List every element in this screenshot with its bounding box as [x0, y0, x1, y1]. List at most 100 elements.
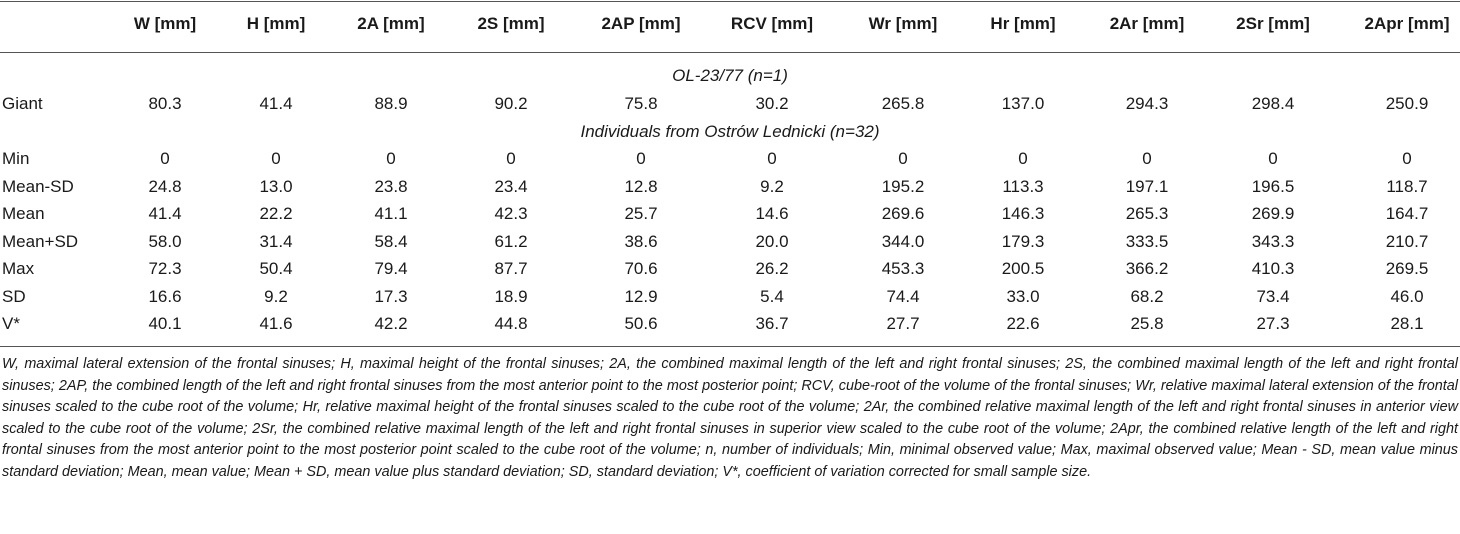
table-cell: 42.2 — [374, 314, 408, 333]
table-cell: 0 — [1142, 149, 1152, 168]
table-cell: 179.3 — [1001, 232, 1045, 251]
table-cell: 74.4 — [886, 287, 920, 306]
table-cell: 0 — [386, 149, 396, 168]
table-cell: 41.1 — [374, 204, 408, 223]
table-cell: 0 — [160, 149, 170, 168]
header-rule — [0, 52, 1460, 53]
table-cell: 410.3 — [1251, 259, 1295, 278]
table-cell: 269.6 — [881, 204, 925, 223]
table-cell: 0 — [271, 149, 281, 168]
col-header: Wr [mm] — [868, 14, 938, 33]
col-header: 2S [mm] — [477, 14, 545, 33]
table-cell: 9.2 — [760, 177, 784, 196]
row-label: Max — [2, 259, 35, 278]
table-cell: 18.9 — [494, 287, 528, 306]
table-cell: 22.6 — [1006, 314, 1040, 333]
table-cell: 294.3 — [1125, 94, 1169, 113]
table-cell: 343.3 — [1251, 232, 1295, 251]
col-header: Hr [mm] — [990, 14, 1056, 33]
col-header: 2AP [mm] — [601, 14, 681, 33]
table-cell: 46.0 — [1390, 287, 1424, 306]
col-header: H [mm] — [246, 14, 306, 33]
group-label-ol2377: OL-23/77 (n=1) — [672, 66, 788, 85]
table-cell: 16.6 — [148, 287, 182, 306]
table-cell: 17.3 — [374, 287, 408, 306]
table-cell: 344.0 — [881, 232, 925, 251]
table-cell: 25.8 — [1130, 314, 1164, 333]
table-cell: 137.0 — [1001, 94, 1045, 113]
table-cell: 14.6 — [755, 204, 789, 223]
table-cell: 197.1 — [1125, 177, 1169, 196]
table-cell: 80.3 — [148, 94, 182, 113]
table-row: V* 40.1 41.6 42.2 44.8 50.6 36.7 27.7 22… — [0, 314, 1460, 340]
table-cell: 22.2 — [259, 204, 293, 223]
table-row: Max 72.3 50.4 79.4 87.7 70.6 26.2 453.3 … — [0, 259, 1460, 285]
table-cell: 196.5 — [1251, 177, 1295, 196]
table-cell: 70.6 — [624, 259, 658, 278]
table-cell: 25.7 — [624, 204, 658, 223]
table-cell: 58.4 — [374, 232, 408, 251]
table-cell: 13.0 — [259, 177, 293, 196]
table-cell: 28.1 — [1390, 314, 1424, 333]
table-cell: 72.3 — [148, 259, 182, 278]
table-cell: 250.9 — [1385, 94, 1429, 113]
col-header: 2Sr [mm] — [1236, 14, 1310, 33]
table-cell: 40.1 — [148, 314, 182, 333]
table-row: Mean+SD 58.0 31.4 58.4 61.2 38.6 20.0 34… — [0, 232, 1460, 258]
table-header: W [mm] H [mm] 2A [mm] 2S [mm] 2AP [mm] R… — [0, 14, 1460, 44]
table-cell: 12.9 — [624, 287, 658, 306]
table-cell: 31.4 — [259, 232, 293, 251]
col-header: 2Apr [mm] — [1364, 14, 1450, 33]
table-cell: 200.5 — [1001, 259, 1045, 278]
table-cell: 61.2 — [494, 232, 528, 251]
table-cell: 5.4 — [760, 287, 784, 306]
table-cell: 30.2 — [755, 94, 789, 113]
row-label: SD — [2, 287, 26, 306]
table-cell: 27.7 — [886, 314, 920, 333]
table-cell: 265.3 — [1125, 204, 1169, 223]
table-row: SD 16.6 9.2 17.3 18.9 12.9 5.4 74.4 33.0… — [0, 287, 1460, 313]
table-cell: 75.8 — [624, 94, 658, 113]
table-cell: 41.4 — [148, 204, 182, 223]
table-row: Min 0 0 0 0 0 0 0 0 0 0 0 — [0, 149, 1460, 175]
row-label: Mean — [2, 204, 45, 223]
table-cell: 366.2 — [1125, 259, 1169, 278]
table-cell: 0 — [506, 149, 516, 168]
table-row: Mean 41.4 22.2 41.1 42.3 25.7 14.6 269.6… — [0, 204, 1460, 230]
table-cell: 298.4 — [1251, 94, 1295, 113]
table-cell: 269.9 — [1251, 204, 1295, 223]
table-cell: 118.7 — [1386, 177, 1428, 196]
table-footnote: W, maximal lateral extension of the fron… — [2, 356, 1458, 480]
table-cell: 265.8 — [881, 94, 925, 113]
table-cell: 87.7 — [494, 259, 528, 278]
table-row: Mean-SD 24.8 13.0 23.8 23.4 12.8 9.2 195… — [0, 177, 1460, 203]
col-header: 2A [mm] — [357, 14, 425, 33]
row-label: V* — [2, 314, 20, 333]
col-header: W [mm] — [133, 14, 197, 33]
table-cell: 12.8 — [624, 177, 658, 196]
row-label: Giant — [2, 94, 43, 113]
row-label: Mean-SD — [2, 177, 74, 196]
row-label: Mean+SD — [2, 232, 79, 251]
table-cell: 36.7 — [755, 314, 789, 333]
table-cell: 453.3 — [881, 259, 925, 278]
table-cell: 210.7 — [1385, 232, 1429, 251]
bottom-rule — [0, 346, 1460, 347]
table-cell: 146.3 — [1001, 204, 1045, 223]
table-row: Giant 80.3 41.4 88.9 90.2 75.8 30.2 265.… — [0, 94, 1460, 120]
col-header: RCV [mm] — [730, 14, 814, 33]
table-cell: 113.3 — [1002, 177, 1044, 196]
col-header: 2Ar [mm] — [1109, 14, 1185, 33]
top-rule — [0, 1, 1460, 2]
table-cell: 0 — [1268, 149, 1278, 168]
table-cell: 23.4 — [494, 177, 528, 196]
table-cell: 33.0 — [1006, 287, 1040, 306]
table-cell: 90.2 — [494, 94, 528, 113]
table-cell: 23.8 — [374, 177, 408, 196]
table-cell: 24.8 — [148, 177, 182, 196]
table-cell: 0 — [636, 149, 646, 168]
table-cell: 50.6 — [624, 314, 658, 333]
table-cell: 0 — [1402, 149, 1412, 168]
table-cell: 164.7 — [1385, 204, 1429, 223]
